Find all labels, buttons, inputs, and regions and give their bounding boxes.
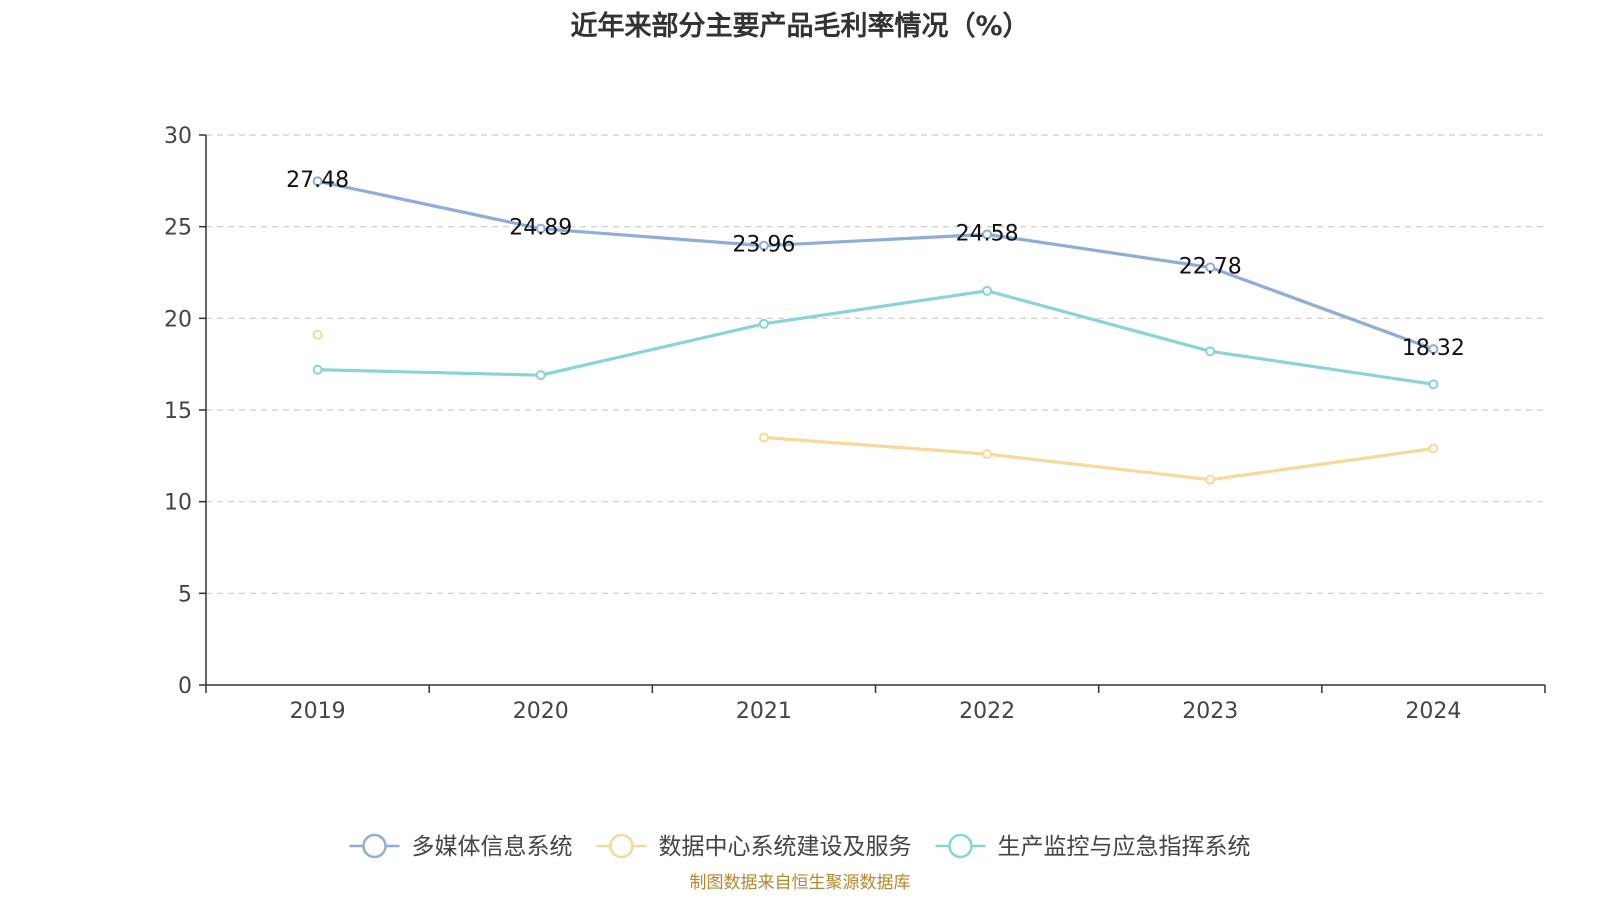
- y-tick-label: 0: [178, 674, 192, 699]
- axes: 0 5 10 15 20 25 30 2019 2020 2021 2022 2023 2024: [164, 124, 1546, 724]
- grid-lines: [206, 134, 1545, 594]
- data-point: [312, 329, 323, 340]
- y-tick-label: 5: [178, 582, 192, 607]
- x-tick-label: 2021: [736, 699, 792, 724]
- data-label: 22.78: [1179, 254, 1242, 279]
- series-line: [316, 179, 1435, 351]
- x-tick-label: 2023: [1182, 699, 1238, 724]
- data-point: [1205, 346, 1216, 357]
- data-label: 24.89: [509, 216, 572, 241]
- legend-marker: [362, 833, 387, 859]
- legend[interactable]: 多媒体信息系统 数据中心系统建设及服务 生产监控与应急指挥系统: [349, 833, 1251, 860]
- source-note: 制图数据来自恒生聚源数据库: [689, 873, 911, 893]
- y-tick-label: 20: [164, 307, 192, 332]
- data-point: [1428, 344, 1439, 355]
- legend-item[interactable]: 数据中心系统建设及服务: [596, 833, 912, 860]
- data-label: 23.96: [732, 233, 795, 258]
- data-point: [758, 240, 769, 251]
- data-point: [758, 432, 769, 443]
- y-tick-label: 25: [164, 216, 192, 241]
- y-tick-label: 10: [164, 491, 192, 516]
- data-point: [982, 285, 993, 296]
- y-tick-label: 15: [164, 399, 192, 424]
- y-tick-label: 30: [164, 124, 192, 149]
- data-point: [312, 364, 323, 375]
- data-point: [1428, 443, 1439, 454]
- data-point: [982, 229, 993, 240]
- legend-marker: [948, 833, 973, 859]
- data-point: [1205, 262, 1216, 273]
- series-markers: [312, 176, 1439, 485]
- data-label: 27.48: [286, 168, 349, 193]
- data-point: [1428, 379, 1439, 390]
- data-point: [758, 318, 769, 329]
- series-line: [316, 289, 1435, 386]
- series-lines: [316, 179, 1435, 482]
- x-tick-label: 2022: [959, 699, 1015, 724]
- x-tick-label: 2020: [513, 699, 569, 724]
- legend-item[interactable]: 多媒体信息系统: [349, 833, 573, 860]
- x-tick-label: 2019: [290, 699, 346, 724]
- data-labels: 27.48 24.89 23.96 24.58 22.78 18.32: [286, 168, 1465, 361]
- data-point: [1205, 474, 1216, 485]
- legend-label: 数据中心系统建设及服务: [659, 834, 912, 860]
- legend-label: 生产监控与应急指挥系统: [998, 834, 1251, 860]
- series-line: [762, 435, 1435, 482]
- chart-title: 近年来部分主要产品毛利率情况（%）: [570, 11, 1030, 42]
- data-label: 24.58: [956, 221, 1019, 246]
- data-label: 18.32: [1402, 336, 1465, 361]
- x-tick-label: 2024: [1405, 699, 1461, 724]
- legend-label: 多媒体信息系统: [412, 834, 573, 860]
- data-point: [535, 370, 546, 381]
- data-point: [535, 223, 546, 234]
- legend-item[interactable]: 生产监控与应急指挥系统: [935, 833, 1251, 860]
- legend-marker: [609, 833, 634, 859]
- data-point: [982, 449, 993, 459]
- data-point: [312, 176, 323, 187]
